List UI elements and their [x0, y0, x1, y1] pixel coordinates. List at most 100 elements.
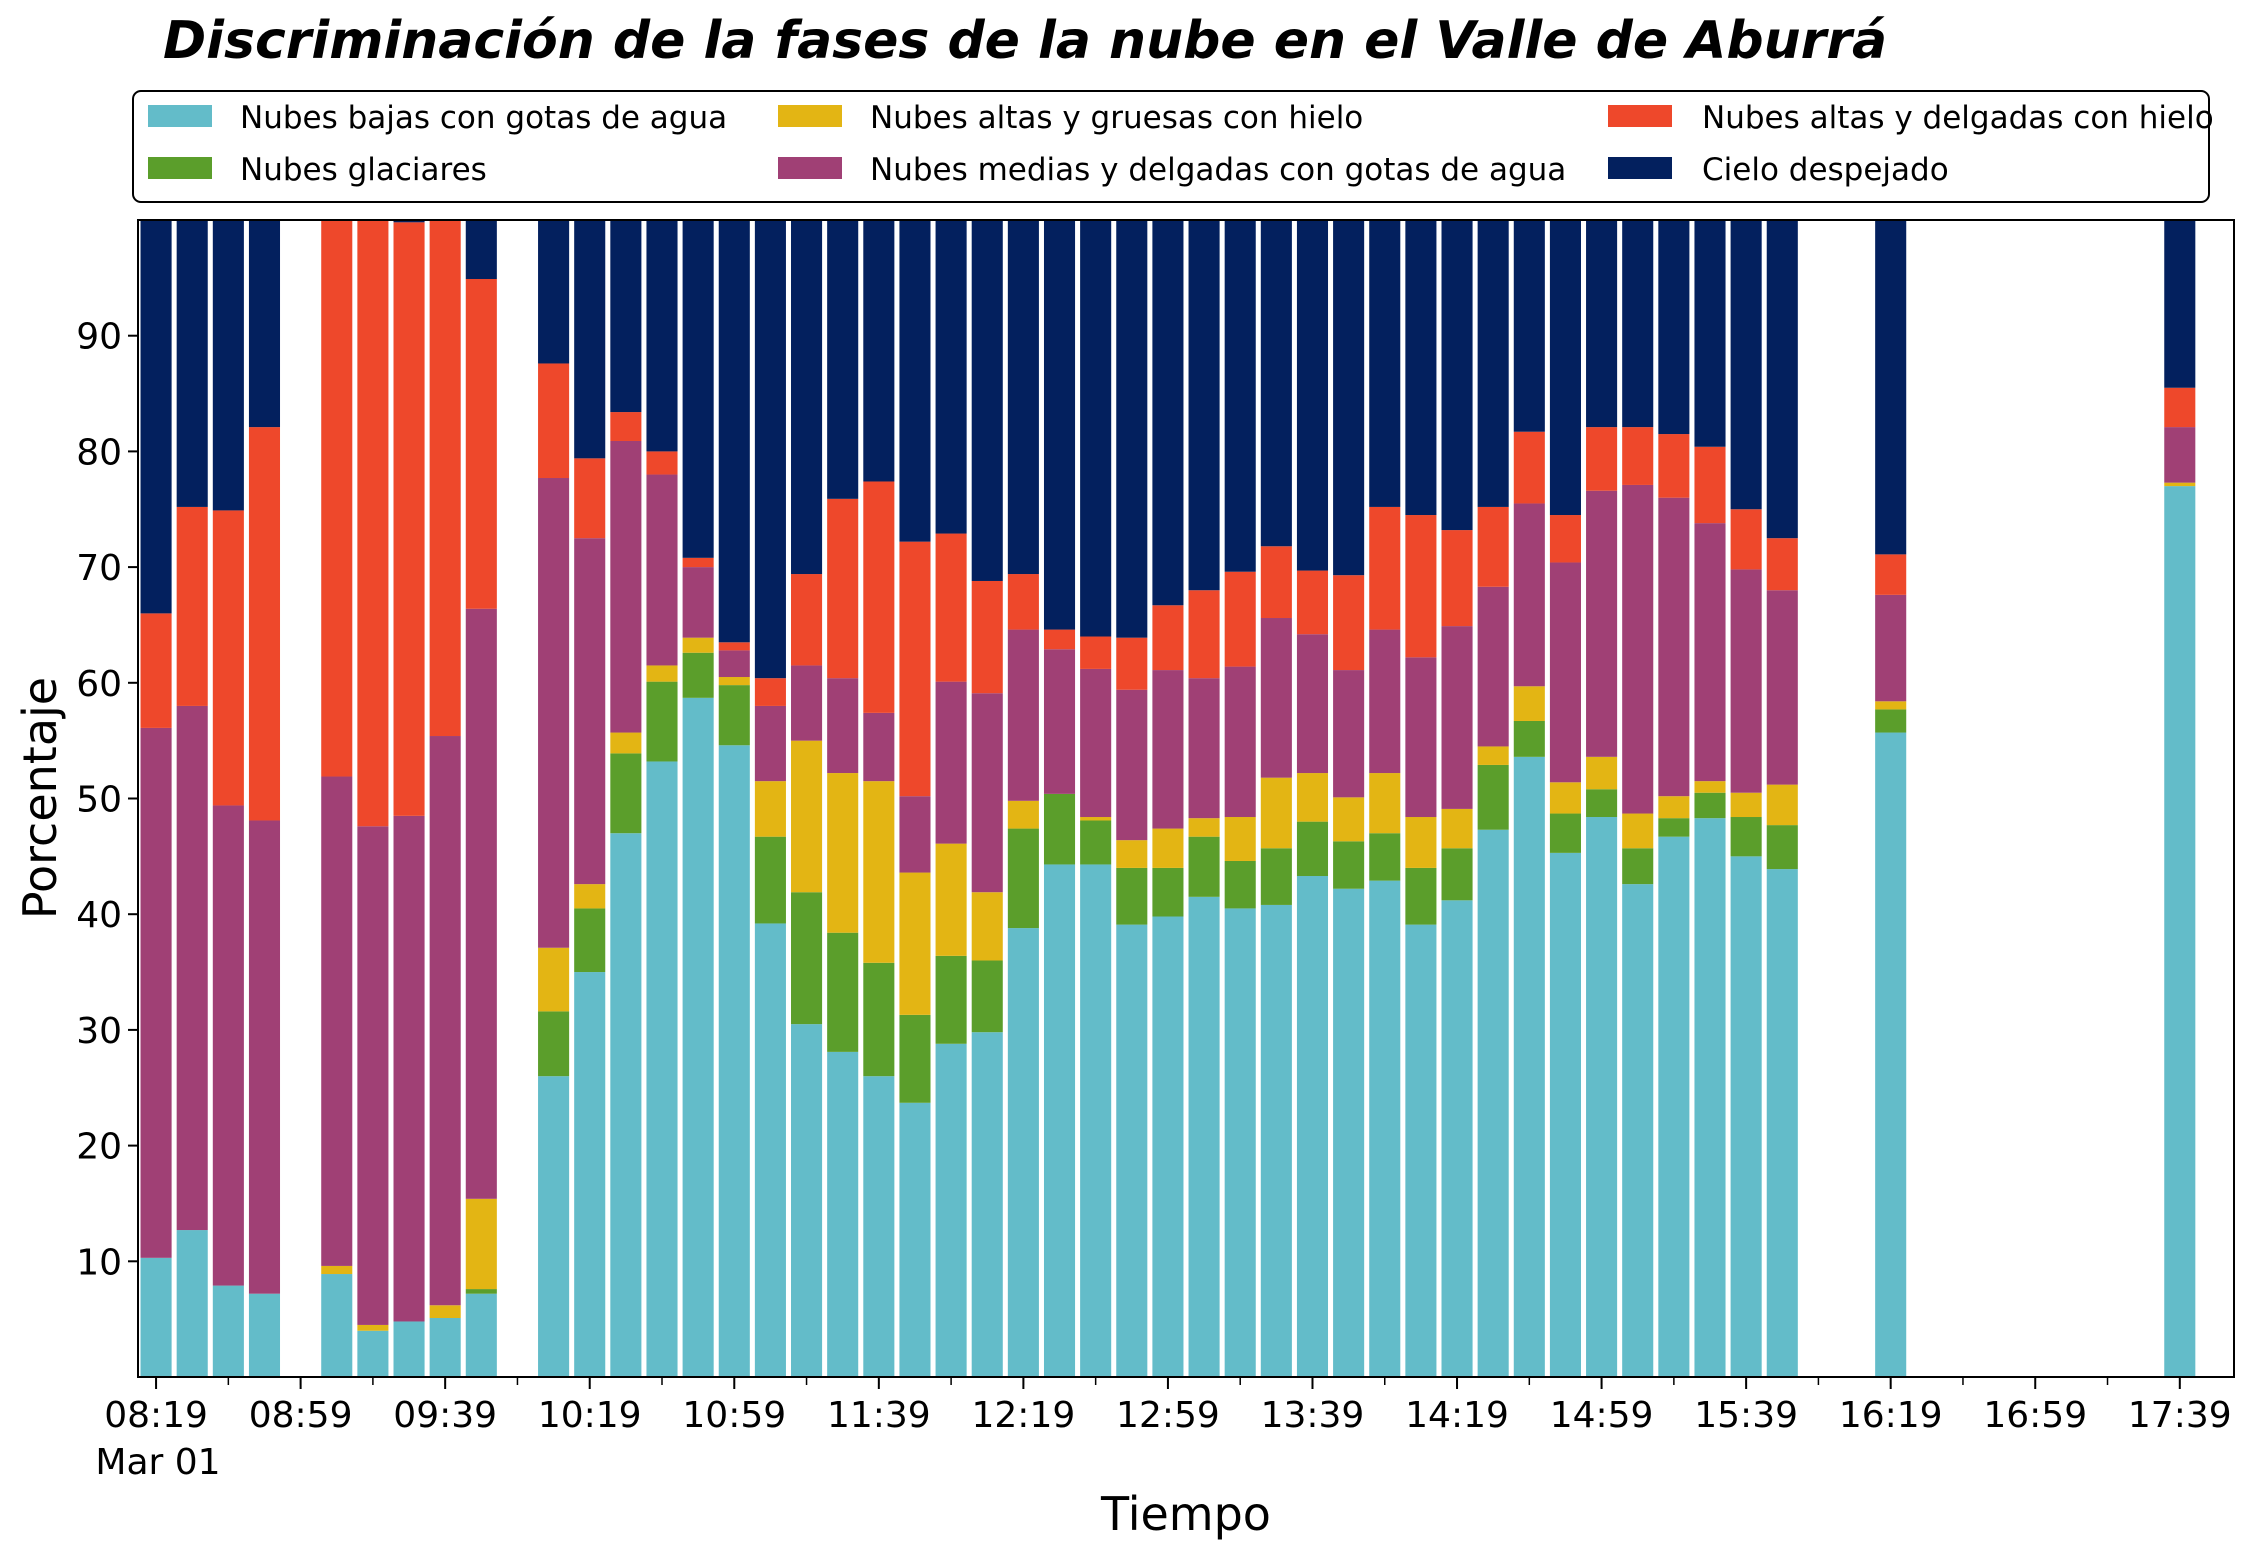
bar-segment-clear: [1405, 220, 1437, 516]
bar-segment-low_water: [321, 1274, 353, 1377]
bar-segment-clear: [1622, 220, 1654, 428]
legend-label-glaciated: Nubes glaciares: [240, 152, 487, 188]
y-axis-ticks: 10 20 30 40 50 60 70 80 90: [76, 317, 138, 1283]
bar-segment-high_thin_ice: [1730, 509, 1762, 570]
bar-segment-mid_thin_water: [1152, 670, 1184, 829]
bar-segment-high_thin_ice: [1043, 629, 1076, 650]
bar-segment-mid_thin_water: [1260, 618, 1292, 778]
bar-segment-mid_thin_water: [754, 705, 786, 782]
bar-segment-high_thick_ice: [971, 892, 1003, 961]
bar-segment-mid_thin_water: [646, 474, 678, 666]
bar-segment-low_water: [1549, 852, 1581, 1377]
bar-segment-high_thick_ice: [718, 677, 750, 686]
bar-segment-clear: [1441, 220, 1473, 531]
bar-segment-clear: [1007, 220, 1039, 575]
bar-segment-high_thin_ice: [682, 557, 714, 568]
bar-segment-glaciated: [1622, 848, 1654, 885]
bar-segment-high_thick_ice: [1080, 817, 1112, 821]
bar-segment-mid_thin_water: [1224, 666, 1256, 818]
bar-segment-glaciated: [754, 836, 786, 924]
bar-segment-glaciated: [1080, 820, 1112, 865]
bar-segment-low_water: [140, 1257, 172, 1377]
bar-segment-high_thick_ice: [1875, 701, 1907, 710]
legend-swatch-glaciated: [148, 157, 212, 179]
bar-segment-high_thin_ice: [1622, 427, 1654, 485]
bar-segment-high_thin_ice: [1080, 636, 1112, 669]
bar-segment-low_water: [754, 923, 786, 1377]
bar-segment-glaciated: [1477, 764, 1509, 830]
bar-segment-high_thin_ice: [1296, 570, 1329, 635]
bar-segment-low_water: [1405, 924, 1437, 1377]
bar-segment-clear: [971, 220, 1003, 581]
bar-segment-low_water: [1080, 864, 1112, 1377]
bar-segment-high_thick_ice: [754, 781, 786, 837]
bar-segment-mid_thin_water: [1694, 523, 1726, 782]
bar-segment-high_thick_ice: [357, 1324, 389, 1331]
bar-segment-mid_thin_water: [176, 705, 208, 1231]
bar-segment-clear: [1658, 220, 1690, 435]
y-tick-label: 50: [76, 780, 122, 821]
bar-segment-glaciated: [791, 892, 823, 1025]
bar-segment-low_water: [1188, 896, 1220, 1377]
bar-segment-high_thin_ice: [791, 574, 823, 666]
bar-segment-glaciated: [1441, 848, 1473, 901]
bar-segment-mid_thin_water: [863, 712, 895, 782]
bar-segment-high_thin_ice: [971, 580, 1003, 694]
bar-segment-low_water: [827, 1051, 859, 1377]
bar-segment-low_water: [1152, 916, 1184, 1377]
legend-swatch-low-water: [148, 105, 212, 127]
x-tick-label: 14:19: [1405, 1395, 1509, 1436]
bar-segment-glaciated: [971, 960, 1003, 1033]
bar-segment-high_thin_ice: [1116, 637, 1148, 690]
y-tick-label: 30: [76, 1011, 122, 1052]
y-tick-label: 80: [76, 432, 122, 473]
bar-segment-clear: [718, 220, 750, 643]
plot-frame: [137, 219, 2235, 1378]
bar-segment-clear: [1513, 220, 1545, 432]
bar-segment-mid_thin_water: [2164, 427, 2196, 483]
bar-segment-clear: [754, 220, 786, 679]
chart-title: Discriminación de la fases de la nube en…: [163, 11, 1887, 71]
bar-segment-glaciated: [1007, 828, 1039, 929]
bar-segment-glaciated: [827, 932, 859, 1052]
legend-swatch-high-thick-ice: [778, 105, 842, 127]
bar-segment-high_thick_ice: [1622, 813, 1654, 849]
bar-segment-high_thin_ice: [1188, 590, 1220, 679]
bar-segment-low_water: [465, 1293, 497, 1377]
bar-segment-low_water: [935, 1043, 967, 1377]
bar-segment-mid_thin_water: [1369, 629, 1401, 774]
legend-label-low-water: Nubes bajas con gotas de agua: [240, 100, 727, 136]
bar-segment-glaciated: [1766, 825, 1798, 870]
bar-segment-clear: [1333, 220, 1365, 576]
bar-segment-clear: [646, 220, 678, 452]
bar-segment-high_thick_ice: [1224, 817, 1256, 861]
bar-segment-mid_thin_water: [1875, 594, 1907, 702]
bar-segment-high_thin_ice: [357, 220, 389, 827]
bar-segment-high_thick_ice: [827, 773, 859, 933]
bar-segment-clear: [2164, 220, 2196, 388]
bar-segment-clear: [1477, 220, 1509, 507]
bar-segment-mid_thin_water: [791, 665, 823, 741]
bar-segment-high_thick_ice: [899, 872, 931, 1015]
bar-segment-low_water: [1622, 884, 1654, 1377]
bar-segment-mid_thin_water: [935, 681, 967, 844]
bar-segment-low_water: [1441, 900, 1473, 1377]
bar-segment-clear: [1296, 220, 1329, 571]
bar-segment-high_thin_ice: [718, 642, 750, 651]
bar-segment-mid_thin_water: [718, 650, 750, 678]
bar-segment-clear: [682, 220, 714, 558]
y-tick-label: 60: [76, 664, 122, 705]
bar-segment-mid_thin_water: [1586, 490, 1618, 757]
x-tick-label: 13:39: [1261, 1395, 1365, 1436]
bar-segment-glaciated: [863, 962, 895, 1077]
bar-segment-mid_thin_water: [1513, 503, 1545, 687]
bar-segment-low_water: [248, 1293, 281, 1377]
bar-segment-low_water: [176, 1230, 208, 1377]
bar-segment-mid_thin_water: [574, 538, 606, 885]
bar-segment-mid_thin_water: [1007, 629, 1039, 801]
bar-segment-high_thin_ice: [248, 427, 281, 821]
legend-label-high-thick-ice: Nubes altas y gruesas con hielo: [870, 100, 1363, 136]
bar-segment-mid_thin_water: [1296, 634, 1329, 774]
bar-segment-high_thin_ice: [212, 510, 244, 806]
bar-segment-high_thin_ice: [393, 222, 425, 816]
